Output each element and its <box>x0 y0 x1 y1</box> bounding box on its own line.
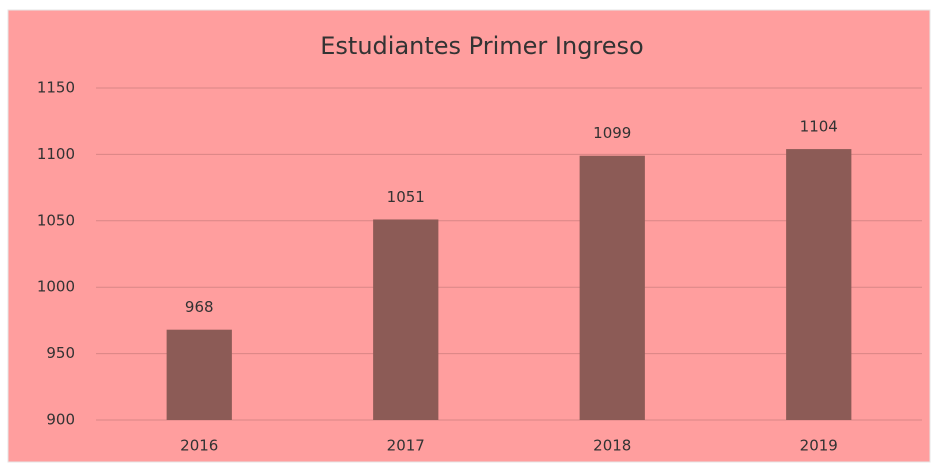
y-tick-label: 950 <box>46 344 75 362</box>
data-label: 1051 <box>387 188 425 206</box>
data-label: 1099 <box>593 124 631 142</box>
y-tick-label: 1000 <box>37 278 75 296</box>
x-tick-label: 2018 <box>593 437 631 455</box>
data-label: 1104 <box>800 118 838 136</box>
bar <box>166 329 232 420</box>
data-label: 968 <box>185 298 214 316</box>
chart-background <box>7 9 931 463</box>
bar <box>373 219 439 420</box>
x-tick-label: 2017 <box>387 437 425 455</box>
y-tick-label: 1100 <box>37 145 75 163</box>
y-tick-label: 900 <box>46 411 75 429</box>
y-tick-label: 1150 <box>37 79 75 97</box>
x-tick-label: 2016 <box>180 437 218 455</box>
bar <box>579 155 645 420</box>
x-tick-label: 2019 <box>800 437 838 455</box>
y-tick-label: 1050 <box>37 211 75 229</box>
chart-title: Estudiantes Primer Ingreso <box>320 32 643 60</box>
bar <box>786 149 852 420</box>
